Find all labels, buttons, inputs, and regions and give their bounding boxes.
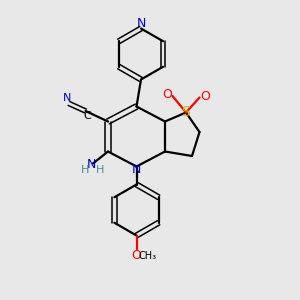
Text: O: O bbox=[200, 89, 210, 103]
Text: S: S bbox=[182, 105, 190, 119]
Text: O: O bbox=[132, 249, 141, 262]
Text: N: N bbox=[63, 93, 72, 103]
Text: N: N bbox=[136, 16, 146, 30]
Text: O: O bbox=[162, 88, 172, 101]
Text: CH₃: CH₃ bbox=[139, 250, 157, 261]
Text: C: C bbox=[83, 111, 91, 122]
Text: H: H bbox=[95, 165, 104, 175]
Text: N: N bbox=[87, 158, 96, 172]
Text: H: H bbox=[80, 165, 89, 175]
Text: N: N bbox=[132, 163, 141, 176]
